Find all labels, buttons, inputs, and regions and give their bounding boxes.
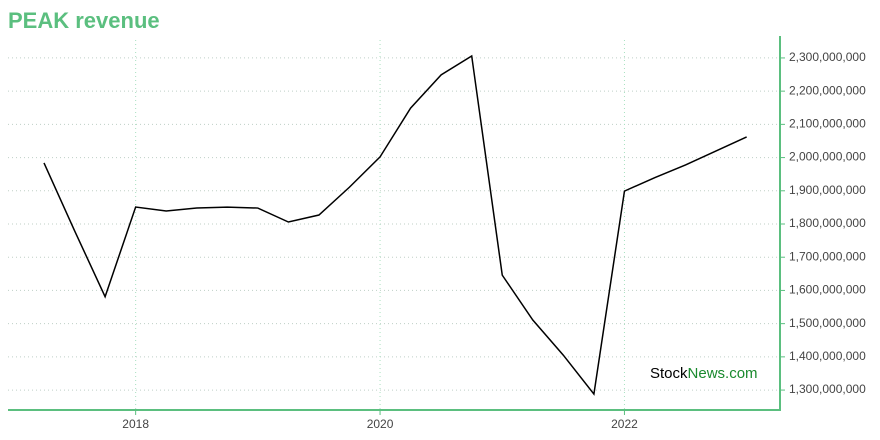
x-tick-label: 2022 xyxy=(611,417,638,431)
watermark-part: Stock xyxy=(650,365,688,382)
y-tick-label: 2,300,000,000 xyxy=(789,50,866,64)
watermark-part: News.com xyxy=(688,365,758,382)
y-tick-label: 2,000,000,000 xyxy=(789,150,866,164)
x-tick-label: 2020 xyxy=(367,417,394,431)
y-tick-label: 2,200,000,000 xyxy=(789,83,866,97)
watermark: StockNews.com xyxy=(650,365,758,382)
chart-title: PEAK revenue xyxy=(8,8,160,33)
y-tick-label: 1,700,000,000 xyxy=(789,249,866,263)
y-tick-label: 1,800,000,000 xyxy=(789,216,866,230)
line xyxy=(43,54,747,396)
y-tick-label: 2,100,000,000 xyxy=(789,117,866,131)
x-tick-label: 2018 xyxy=(122,417,149,431)
y-tick-label: 1,900,000,000 xyxy=(789,183,866,197)
y-tick-label: 1,600,000,000 xyxy=(789,283,866,297)
y-tick-label: 1,300,000,000 xyxy=(789,382,866,396)
y-tick-label: 1,400,000,000 xyxy=(789,349,866,363)
y-tick-label: 1,500,000,000 xyxy=(789,316,866,330)
